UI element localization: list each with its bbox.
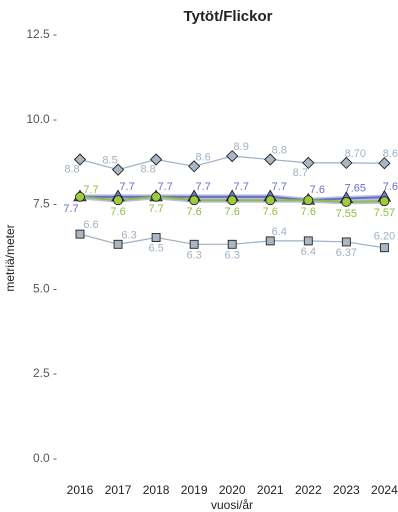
x-axis-label: vuosi/år: [211, 498, 253, 512]
x-tick-label: 2023: [333, 483, 360, 497]
lower-data-label: 6.4: [272, 226, 287, 238]
y-tick-label: 5.0 -: [33, 281, 57, 295]
upper-point: [264, 153, 277, 166]
lower-data-label: 6.3: [187, 249, 202, 261]
chart-title: Tytöt/Flickor: [184, 8, 273, 25]
upper-point: [188, 160, 201, 173]
middle_blue-data-label: 7.7: [157, 181, 172, 193]
upper-point: [226, 149, 239, 163]
middle_green-point: [189, 195, 200, 206]
upper-data-label: 8.9: [234, 141, 249, 153]
x-tick-label: 2022: [295, 483, 322, 497]
middle_green-data-label: 7.6: [263, 206, 278, 218]
x-tick-label: 2018: [143, 483, 170, 497]
x-tick-label: 2019: [181, 483, 208, 497]
lower-point: [189, 239, 199, 249]
lower-data-label: 6.3: [121, 229, 136, 241]
middle_green-point: [75, 191, 85, 202]
y-tick-label: 2.5 -: [33, 366, 57, 380]
lower-point: [113, 239, 123, 249]
x-tick-label: 2024: [371, 483, 398, 497]
middle_green-point: [113, 195, 124, 206]
lower-point: [341, 237, 351, 247]
middle_blue-data-label: 7.7: [196, 181, 211, 193]
y-tick-label: 0.0 -: [33, 451, 57, 465]
upper-point: [302, 156, 315, 170]
y-tick-label: 12.5 -: [26, 27, 57, 41]
lower-data-label: 6.6: [83, 219, 98, 231]
middle_green-data-label: 7.57: [374, 207, 395, 219]
middle_green-data-label: 7.7: [83, 184, 98, 196]
upper-data-label: 8.70: [345, 148, 366, 160]
lower-data-label: 6.20: [374, 231, 395, 243]
upper-point: [111, 163, 125, 176]
middle_green-data-label: 7.6: [301, 206, 316, 218]
middle_green-point: [151, 191, 162, 202]
upper-data-label: 8.8: [64, 164, 79, 176]
lower-data-label: 6.5: [148, 243, 163, 255]
y-tick-label: 10.0 -: [26, 112, 57, 126]
plot-area: 8.8 8.5 8.8 8.6 8.9 8.8 8.7 8.70 8.69 6.6 6.3 6.5 6.…: [63, 141, 398, 261]
middle_green-point: [227, 195, 238, 206]
lower-point: [151, 233, 161, 242]
middle_blue-data-label: 7.7: [119, 181, 134, 193]
upper-data-label: 8.6: [196, 151, 211, 163]
x-tick-label: 2017: [105, 483, 132, 497]
lower-point: [379, 243, 389, 253]
upper-data-label: 8.7: [293, 167, 308, 179]
middle_blue-data-label: 7.7: [234, 181, 249, 193]
upper-data-label: 8.8: [272, 145, 287, 157]
middle_blue-data-label: 7.6: [310, 184, 325, 196]
upper-data-label: 8.8: [140, 164, 155, 176]
x-tick-label: 2016: [67, 483, 94, 497]
x-tick-label: 2021: [257, 483, 284, 497]
y-tick-label: 7.5 -: [33, 197, 57, 211]
upper-point: [378, 157, 391, 170]
middle_blue-data-label: 7.7: [63, 203, 78, 215]
upper-data-label: 8.5: [102, 155, 117, 167]
upper-point: [149, 153, 163, 166]
middle_green-point: [265, 195, 276, 206]
middle_green-data-label: 7.6: [225, 206, 240, 218]
middle_green-point: [303, 195, 314, 206]
lower-point: [75, 229, 85, 239]
upper-data-label: 8.69: [383, 148, 398, 160]
lower-data-label: 6.3: [225, 249, 240, 261]
y-axis: 0.0 - 2.5 - 5.0 - 7.5 - 10.0 - 12.5 -: [26, 27, 57, 465]
middle_blue-data-label: 7.69: [383, 181, 398, 193]
upper-point: [340, 156, 353, 170]
middle_green-point: [379, 196, 390, 207]
lower-point: [303, 236, 313, 246]
middle_green-data-label: 7.55: [336, 208, 357, 220]
middle_green-data-label: 7.6: [110, 206, 125, 218]
middle_blue-data-label: 7.7: [272, 181, 287, 193]
lower-point: [227, 239, 237, 249]
lower-data-label: 6.37: [336, 247, 357, 259]
middle_green-data-label: 7.6: [187, 206, 202, 218]
y-axis-label: metriä/meter: [3, 224, 17, 291]
middle_green-point: [341, 196, 352, 207]
x-tick-label: 2020: [219, 483, 246, 497]
lower-data-label: 6.4: [301, 246, 316, 258]
middle_blue-data-label: 7.65: [345, 183, 366, 195]
upper-point: [73, 153, 87, 166]
lower-point: [265, 236, 275, 246]
x-axis: 2016 2017 2018 2019 2020 2021 2022 2023 2024: [67, 483, 398, 497]
middle_green-data-label: 7.7: [148, 203, 163, 215]
